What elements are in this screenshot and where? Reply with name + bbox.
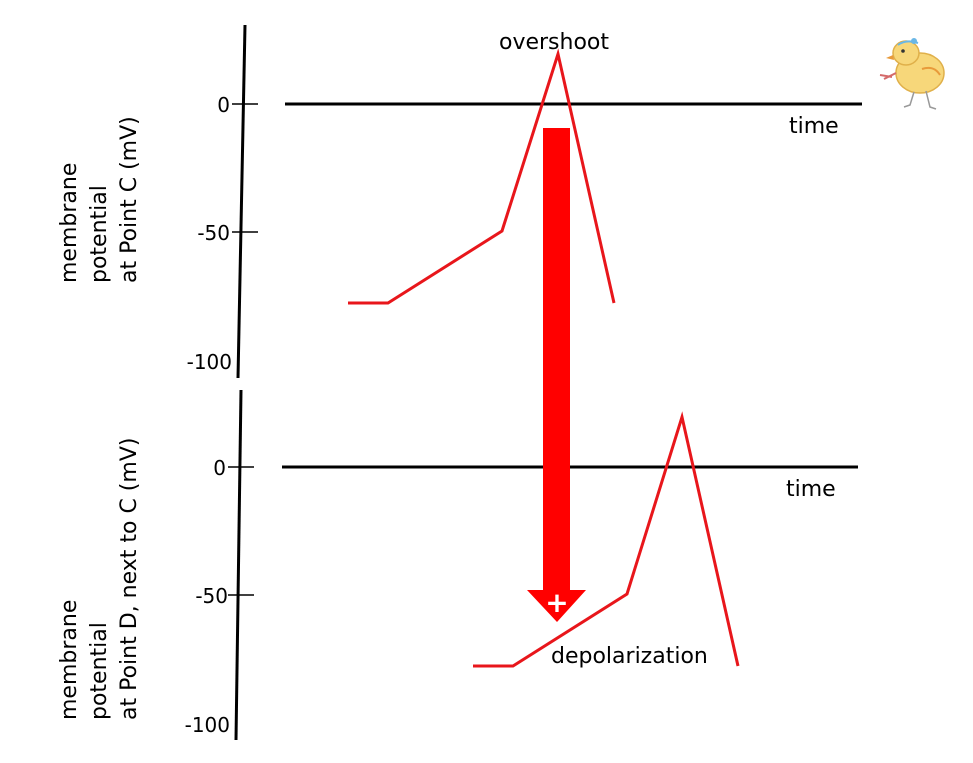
bottom-tick-label-100: -100 (185, 713, 230, 737)
overshoot-label: overshoot (499, 30, 609, 55)
depolarization-label: depolarization (551, 644, 708, 669)
bottom-ylabel-line-2: potential (87, 622, 112, 720)
top-ylabel-line-3: at Point C (mV) (117, 116, 142, 283)
top-ylabel-line-1: membrane (57, 163, 82, 283)
arrow-head (527, 590, 586, 622)
propagation-arrow: + (527, 128, 586, 622)
bottom-action-potential-trace (473, 411, 740, 668)
bottom-ylabel-line-1: membrane (57, 600, 82, 720)
chick-icon (879, 38, 945, 110)
top-panel: 0 -50 -100 time membrane potential at Po… (57, 24, 862, 379)
top-ylabel-line-2: potential (87, 185, 112, 283)
top-time-label: time (789, 114, 839, 139)
top-tick-label-0: 0 (217, 93, 230, 117)
top-tick-label-100: -100 (187, 350, 232, 374)
arrow-plus-sign: + (545, 586, 568, 619)
top-y-axis (236, 24, 247, 379)
bottom-ylabel: membrane potential at Point D, next to C… (57, 438, 142, 720)
top-action-potential-trace (348, 48, 616, 305)
top-ylabel: membrane potential at Point C (mV) (57, 116, 142, 283)
bottom-panel: 0 -50 -100 time membrane potential at Po… (57, 389, 858, 741)
bottom-y-axis (234, 389, 243, 741)
top-tick-label-50: -50 (197, 221, 230, 245)
arrow-shaft (543, 128, 570, 590)
bottom-tick-label-50: -50 (195, 584, 228, 608)
bottom-ylabel-line-3: at Point D, next to C (mV) (117, 438, 142, 720)
bottom-time-label: time (786, 477, 836, 502)
bottom-tick-label-0: 0 (213, 456, 226, 480)
